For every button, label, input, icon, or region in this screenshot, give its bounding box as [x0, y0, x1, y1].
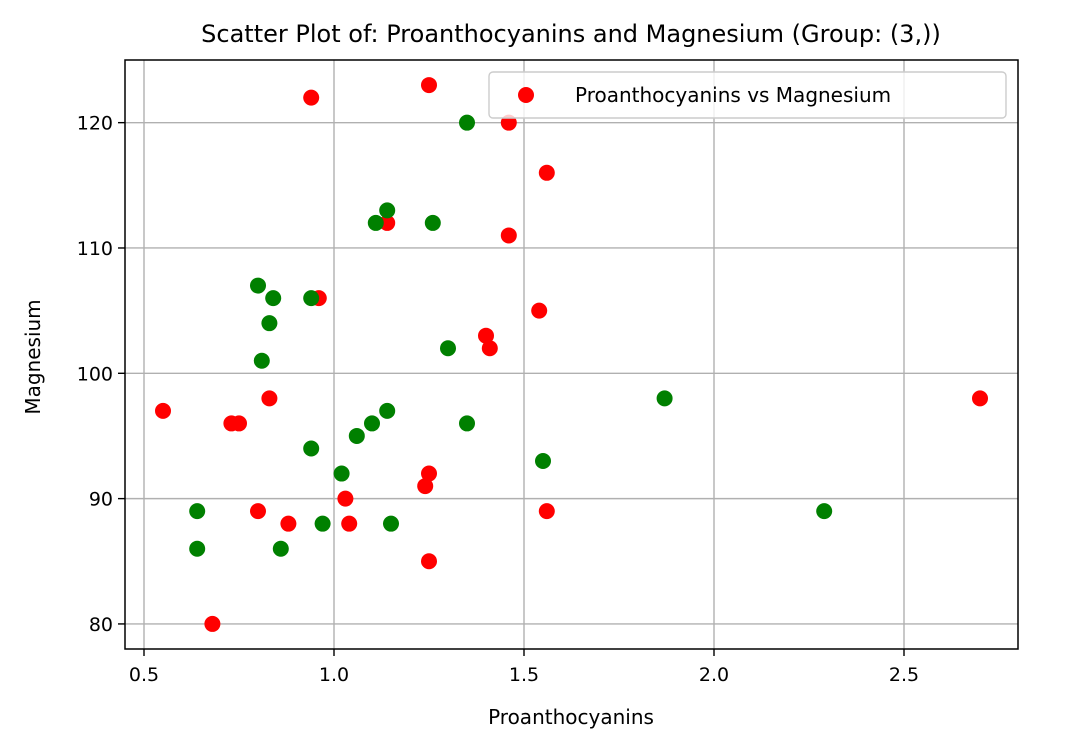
data-point-series-2 — [261, 315, 278, 332]
data-point-series-1 — [231, 415, 247, 432]
data-point-series-2 — [364, 415, 380, 432]
y-tick-label: 90 — [89, 489, 113, 511]
data-point-series-2 — [250, 277, 266, 294]
data-point-series-2 — [379, 402, 396, 419]
data-point-series-2 — [535, 453, 551, 470]
data-point-series-2 — [440, 340, 456, 357]
data-point-series-2 — [424, 214, 441, 231]
legend: Proanthocyanins vs Magnesium — [488, 71, 1007, 119]
data-point-series-2 — [272, 540, 289, 557]
data-point-series-2 — [383, 515, 399, 532]
data-point-series-1 — [421, 77, 437, 94]
data-point-series-2 — [816, 503, 833, 520]
data-point-series-2 — [459, 415, 475, 432]
y-tick-label: 80 — [89, 614, 113, 636]
data-point-series-2 — [379, 202, 396, 219]
data-point-series-2 — [189, 540, 206, 557]
x-tick-label: 2.0 — [699, 664, 729, 686]
data-point-series-1 — [421, 465, 437, 482]
x-tick-label: 1.0 — [319, 664, 349, 686]
data-point-series-1 — [538, 503, 555, 520]
data-point-series-2 — [348, 427, 365, 444]
data-point-series-2 — [459, 114, 475, 131]
data-point-series-1 — [478, 327, 494, 344]
data-point-series-2 — [656, 390, 673, 407]
plot-frame — [124, 59, 1019, 650]
y-tick-label: 110 — [77, 238, 113, 260]
data-point-series-2 — [333, 465, 350, 482]
data-point-series-1 — [303, 89, 320, 106]
data-point-series-1 — [379, 214, 396, 231]
data-point-series-1 — [337, 490, 354, 507]
data-point-series-1 — [972, 390, 988, 407]
legend-marker — [518, 87, 534, 103]
data-point-series-1 — [155, 402, 171, 419]
x-tick-label: 0.5 — [129, 664, 159, 686]
data-point-series-1 — [538, 164, 555, 181]
data-point-series-1 — [417, 478, 434, 495]
data-points — [155, 77, 988, 632]
y-tick-label: 120 — [77, 113, 113, 135]
data-point-series-2 — [189, 503, 206, 520]
x-tick-label: 2.5 — [889, 664, 919, 686]
data-point-series-2 — [314, 515, 331, 532]
grid-lines — [125, 60, 1018, 649]
data-point-series-2 — [265, 290, 282, 307]
data-point-series-1 — [261, 390, 278, 407]
data-point-series-1 — [500, 227, 517, 244]
data-point-series-2 — [367, 214, 384, 231]
data-point-series-1 — [341, 515, 358, 532]
data-point-series-1 — [481, 340, 498, 357]
y-axis-label: Magnesium — [21, 299, 45, 414]
data-point-series-1 — [280, 515, 297, 532]
data-point-series-1 — [250, 503, 266, 520]
chart-title: Scatter Plot of: Proanthocyanins and Mag… — [201, 20, 941, 48]
data-point-series-1 — [204, 615, 221, 632]
legend-box — [488, 71, 1007, 119]
x-tick-label: 1.5 — [509, 664, 539, 686]
data-point-series-2 — [253, 352, 270, 369]
data-point-series-1 — [531, 302, 548, 319]
y-tick-label: 100 — [77, 363, 113, 385]
data-point-series-2 — [303, 440, 320, 457]
data-point-series-2 — [303, 290, 320, 307]
axis-ticks: 0.5 1.0 1.5 2.0 2.5 80 90 100 110 120 — [77, 113, 919, 686]
data-point-series-1 — [421, 553, 437, 570]
legend-label: Proanthocyanins vs Magnesium — [575, 83, 891, 107]
x-axis-label: Proanthocyanins — [488, 705, 654, 729]
